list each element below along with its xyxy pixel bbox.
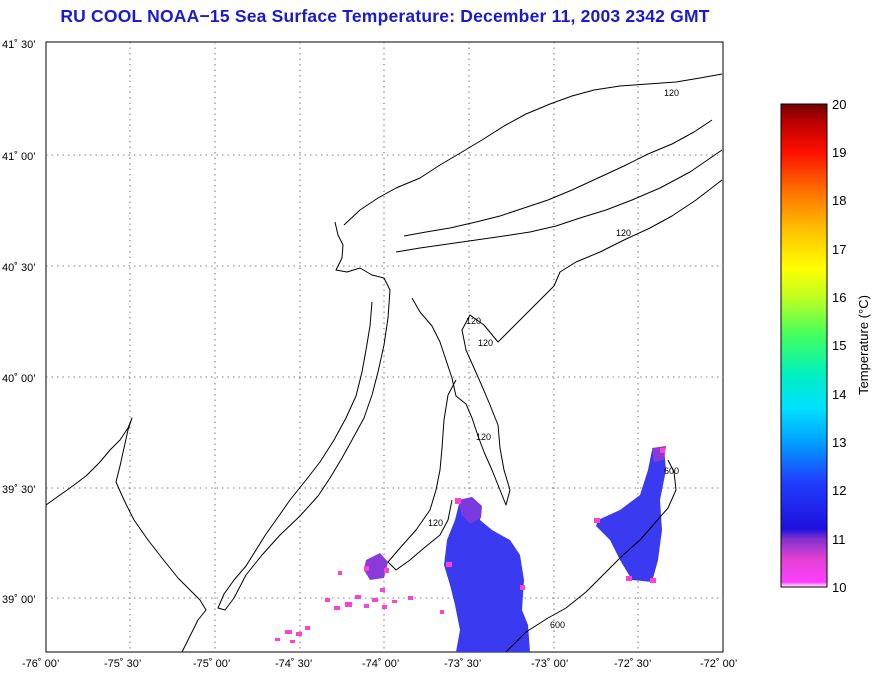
sst-data-layer bbox=[275, 446, 666, 652]
lat-label: 40˚ 30’ bbox=[2, 262, 36, 274]
colorbar-tick-label: 12 bbox=[832, 483, 846, 498]
contour-label: 120 bbox=[476, 432, 491, 442]
contour-label: 120 bbox=[428, 518, 443, 528]
lat-label: 39˚ 00’ bbox=[2, 594, 36, 606]
lon-label: -73˚ 30’ bbox=[444, 658, 481, 670]
contour-label: 600 bbox=[550, 620, 565, 630]
colorbar-axis-label: Temperature (°C) bbox=[856, 295, 871, 395]
colorbar-tick-label: 18 bbox=[832, 193, 846, 208]
colorbar-tick-label: 15 bbox=[832, 338, 846, 353]
colorbar-tick-label: 20 bbox=[832, 97, 846, 112]
colorbar-tick-label: 11 bbox=[832, 532, 846, 547]
lon-label: -74˚ 30’ bbox=[275, 658, 312, 670]
colorbar-tick-label: 13 bbox=[832, 435, 846, 450]
lon-label: -76˚ 00’ bbox=[22, 658, 59, 670]
lon-label: -72˚ 30’ bbox=[614, 658, 651, 670]
lon-label: -73˚ 00’ bbox=[531, 658, 568, 670]
coastline-layer bbox=[45, 73, 723, 653]
lat-label: 40˚ 00’ bbox=[2, 373, 36, 385]
lat-label: 39˚ 30’ bbox=[2, 484, 36, 496]
colorbar-tick-label: 10 bbox=[832, 580, 846, 595]
lon-label: -75˚ 00’ bbox=[193, 658, 230, 670]
lon-label: -72˚ 00’ bbox=[700, 658, 737, 670]
lon-label: -75˚ 30’ bbox=[104, 658, 141, 670]
map-frame bbox=[45, 41, 724, 653]
colorbar-tick-label: 16 bbox=[832, 290, 846, 305]
temperature-colorbar: 20 19 18 17 16 15 14 13 12 11 10 Tempera… bbox=[780, 97, 871, 595]
map-title: RU COOL NOAA−15 Sea Surface Temperature:… bbox=[60, 6, 710, 26]
colorbar-gradient bbox=[780, 103, 828, 588]
lat-label: 41˚ 30’ bbox=[2, 39, 36, 51]
lon-label: -74˚ 00’ bbox=[362, 658, 399, 670]
colorbar-tick-label: 14 bbox=[832, 387, 846, 402]
contour-label: 120 bbox=[466, 316, 481, 326]
colorbar-tick-label: 19 bbox=[832, 145, 846, 160]
contour-label: 600 bbox=[664, 466, 679, 476]
colorbar-tick-label: 17 bbox=[832, 242, 846, 257]
lat-label: 41˚ 00’ bbox=[2, 151, 36, 163]
contour-label: 120 bbox=[616, 228, 631, 238]
contour-label: 120 bbox=[664, 88, 679, 98]
contour-label: 120 bbox=[478, 338, 493, 348]
